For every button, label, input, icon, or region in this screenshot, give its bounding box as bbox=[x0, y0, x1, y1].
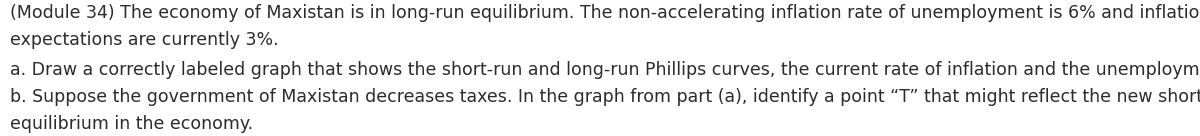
Text: (Module 34) The economy of Maxistan is in long-run equilibrium. The non-accelera: (Module 34) The economy of Maxistan is i… bbox=[10, 4, 1200, 22]
Text: b. Suppose the government of Maxistan decreases taxes. In the graph from part (a: b. Suppose the government of Maxistan de… bbox=[10, 88, 1200, 106]
Text: a. Draw a correctly labeled graph that shows the short-run and long-run Phillips: a. Draw a correctly labeled graph that s… bbox=[10, 61, 1200, 78]
Text: expectations are currently 3%.: expectations are currently 3%. bbox=[10, 31, 278, 49]
Text: equilibrium in the economy.: equilibrium in the economy. bbox=[10, 115, 253, 133]
